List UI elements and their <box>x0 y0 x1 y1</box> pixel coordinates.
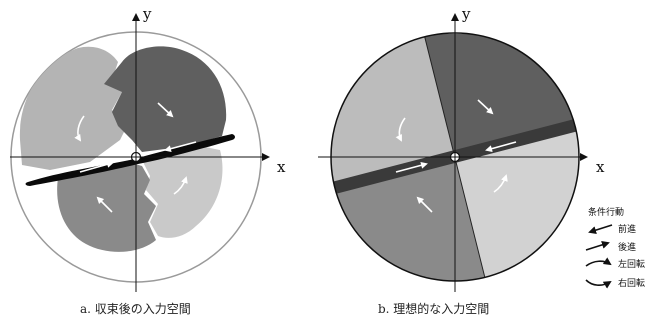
arrow-right-icon <box>585 241 610 251</box>
legend: 条件行動 前進 後進 左回転 右回転 <box>585 206 645 289</box>
legend-item-label-2: 左回転 <box>618 258 645 270</box>
x-axis-label-b: x <box>596 158 605 176</box>
arrow-a-blade-left <box>164 141 197 153</box>
arrow-a-lower-right <box>173 176 188 195</box>
arrow-b-left <box>395 117 406 142</box>
blade-a <box>25 134 236 186</box>
panel-b: x y <box>318 5 605 292</box>
arrow-b-band-left <box>485 141 517 153</box>
caption-panel-a: a. 収束後の入力空間 <box>80 302 191 316</box>
arrow-left-icon <box>588 224 613 234</box>
y-axis-label-a: y <box>142 5 152 23</box>
curve-left-icon <box>585 257 612 267</box>
region-a-upper-left <box>19 46 127 170</box>
x-axis-label-a: x <box>277 158 286 176</box>
legend-title: 条件行動 <box>588 206 624 218</box>
region-a-upper-right <box>104 46 227 152</box>
caption-panel-b: b. 理想的な入力空間 <box>378 302 490 316</box>
arrow-b-right <box>493 174 508 193</box>
arrow-a-upper-left <box>74 115 85 142</box>
panel-a: x y <box>10 5 286 292</box>
arrow-a-lower-left <box>96 196 113 213</box>
curve-right-icon <box>585 279 612 289</box>
arrow-a-upper-right <box>157 102 174 118</box>
arrow-a-blade-right <box>79 160 114 173</box>
arrow-b-band-right <box>395 161 428 173</box>
legend-item-label-0: 前進 <box>618 223 636 235</box>
y-axis-label-b: y <box>461 5 471 23</box>
legend-item-label-1: 後進 <box>618 241 636 253</box>
arrow-b-top <box>477 99 494 115</box>
legend-item-label-3: 右回転 <box>618 277 645 289</box>
arrow-b-bottom <box>416 196 433 213</box>
region-a-lower-right <box>142 146 223 238</box>
